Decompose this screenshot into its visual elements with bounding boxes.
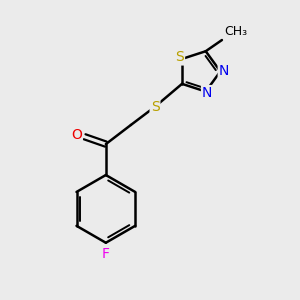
Text: F: F: [102, 247, 110, 261]
Text: O: O: [71, 128, 82, 142]
Text: N: N: [219, 64, 229, 78]
Text: CH₃: CH₃: [224, 25, 248, 38]
Text: S: S: [151, 100, 159, 114]
Text: N: N: [202, 86, 212, 100]
Text: S: S: [175, 50, 184, 64]
